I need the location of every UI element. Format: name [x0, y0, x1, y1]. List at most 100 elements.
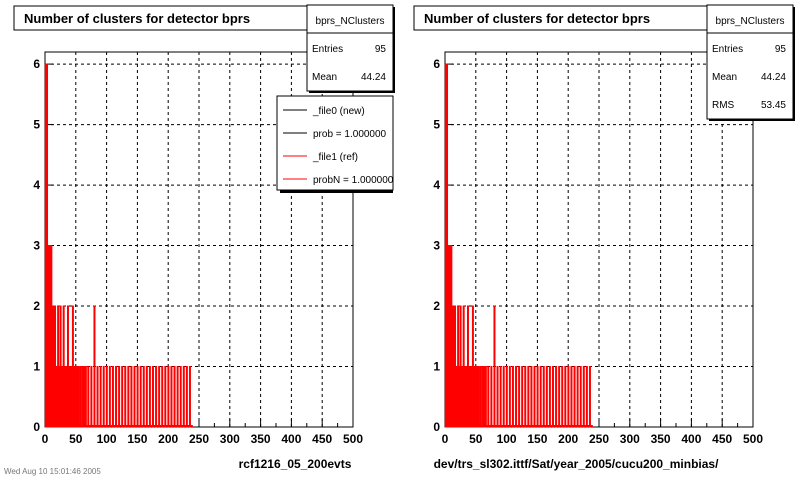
x-tick-label: 200	[558, 432, 578, 446]
histogram-bin	[493, 305, 496, 428]
histogram-bin	[121, 366, 124, 428]
histogram-bin	[124, 366, 127, 428]
y-tick-label: 5	[33, 118, 40, 132]
x-tick-label: 500	[743, 432, 763, 446]
histogram-bin	[521, 366, 524, 428]
histogram-bin	[133, 366, 136, 428]
x-tick-label: 250	[589, 432, 609, 446]
x-tick-label: 300	[620, 432, 640, 446]
chart-title: Number of clusters for detector bprs	[424, 11, 650, 26]
y-tick-label: 3	[33, 239, 40, 253]
stats-box	[706, 4, 794, 120]
x-tick-label: 450	[312, 432, 332, 446]
y-tick-label: 2	[433, 299, 440, 313]
histogram-bin	[542, 366, 545, 428]
histogram-bin	[505, 366, 508, 428]
histogram-bin	[484, 366, 487, 428]
stats-label: Mean	[312, 72, 337, 83]
title-box	[13, 5, 309, 31]
histogram-bin	[567, 366, 570, 428]
footer-timestamp: Wed Aug 10 15:01:46 2005	[4, 467, 101, 476]
stats-value: 44.24	[761, 72, 786, 83]
histogram-bin	[483, 366, 485, 428]
histogram-bin	[176, 366, 179, 428]
legend-entry: prob = 1.000000	[313, 129, 387, 140]
histogram-bin	[570, 366, 573, 428]
stats-name: bprs_NClusters	[716, 16, 785, 27]
histogram-bin	[527, 366, 530, 428]
legend-entry: _file1 (ref)	[312, 152, 358, 163]
stats-name: bprs_NClusters	[316, 16, 385, 27]
x-tick-label: 450	[712, 432, 732, 446]
histogram-bin	[518, 366, 521, 428]
histogram-bin	[582, 366, 585, 428]
histogram-bin	[573, 366, 576, 428]
histogram-bin	[161, 366, 164, 428]
x-tick-label: 500	[343, 432, 363, 446]
y-tick-label: 4	[433, 178, 440, 192]
histogram-bin	[118, 366, 121, 428]
histogram-bin	[548, 366, 551, 428]
y-tick-label: 6	[33, 57, 40, 71]
histogram-bin	[524, 366, 527, 428]
histogram-bin	[530, 366, 533, 428]
histogram-bin	[479, 366, 482, 428]
histogram-bin	[555, 366, 558, 428]
histogram-bin	[564, 366, 567, 428]
histogram-bin	[84, 366, 87, 428]
x-tick-label: 250	[189, 432, 209, 446]
histogram-bin	[148, 366, 151, 428]
x-axis-label: rcf1216_05_200evts	[239, 457, 352, 471]
histogram-bin	[185, 366, 188, 428]
histogram-bin	[102, 366, 105, 428]
histogram-bin	[551, 366, 554, 428]
right-histogram-panel: 0 50 100 150 200 250 300 350 400 450 500 0 1 2 3 4 5 6 Num…	[413, 4, 795, 471]
histogram-bin	[558, 366, 561, 428]
stats-label: Mean	[712, 72, 737, 83]
histogram-bin	[90, 366, 93, 428]
x-tick-label: 350	[251, 432, 271, 446]
y-tick-label: 5	[433, 118, 440, 132]
legend-entry: probN = 1.000000	[313, 175, 394, 186]
histogram-bin	[188, 366, 191, 428]
histogram-bin	[579, 366, 582, 428]
histogram-bin	[81, 366, 84, 428]
histogram-bin	[545, 366, 548, 428]
stats-value: 95	[375, 44, 387, 55]
y-tick-label: 4	[33, 178, 40, 192]
histogram-bin	[585, 366, 588, 428]
x-tick-label: 150	[527, 432, 547, 446]
histogram-bin	[179, 366, 182, 428]
histogram-bin	[182, 366, 185, 428]
histogram-bin	[588, 366, 591, 428]
histogram-bin	[499, 366, 502, 428]
legend-entry: _file0 (new)	[312, 106, 365, 117]
y-tick-label: 6	[433, 57, 440, 71]
histogram-bin	[167, 366, 170, 428]
histogram-bin	[77, 366, 80, 428]
histogram-bin	[576, 366, 579, 428]
y-tick-label: 2	[33, 299, 40, 313]
histogram-bin	[164, 366, 167, 428]
stats-value: 44.24	[361, 72, 386, 83]
histogram-bin	[481, 366, 484, 428]
histogram-bin	[508, 366, 511, 428]
histogram-bin	[502, 366, 505, 428]
histogram-bin	[496, 366, 499, 428]
histogram-bin	[487, 366, 490, 428]
x-tick-label: 300	[220, 432, 240, 446]
histogram-bin	[99, 366, 102, 428]
x-tick-label: 0	[42, 432, 49, 446]
histogram-bin	[87, 366, 90, 428]
x-tick-label: 350	[651, 432, 671, 446]
histogram-bin	[155, 366, 158, 428]
y-tick-label: 1	[33, 360, 40, 374]
x-tick-label: 100	[97, 432, 117, 446]
histogram-bin	[130, 366, 133, 428]
histogram-bin	[533, 366, 536, 428]
histogram-bin	[158, 366, 161, 428]
histogram-bin	[142, 366, 145, 428]
x-tick-label: 400	[281, 432, 301, 446]
x-tick-label: 50	[469, 432, 483, 446]
